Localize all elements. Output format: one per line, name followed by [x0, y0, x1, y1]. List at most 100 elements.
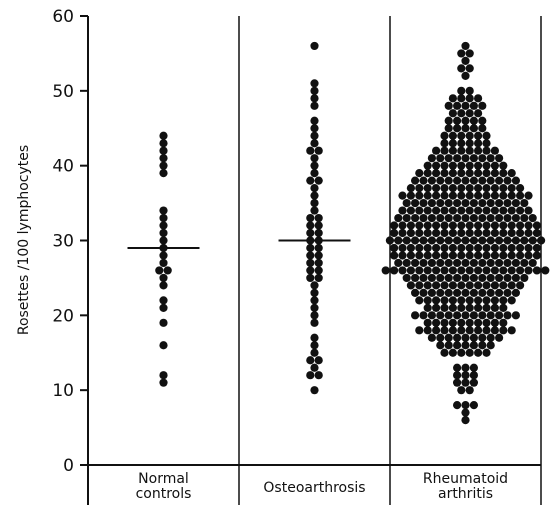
data-point	[448, 303, 457, 312]
data-point	[465, 146, 474, 155]
data-point	[503, 311, 512, 320]
data-point	[457, 243, 466, 253]
data-point	[474, 206, 483, 215]
data-point	[423, 221, 432, 230]
data-point	[482, 243, 491, 253]
data-point	[306, 258, 315, 268]
data-point	[415, 243, 424, 253]
data-point	[528, 213, 537, 223]
group-label: Normal	[138, 471, 189, 487]
data-point	[490, 266, 499, 275]
data-point	[469, 198, 478, 208]
data-point	[503, 176, 512, 185]
data-point	[423, 266, 432, 275]
data-point	[482, 206, 491, 215]
data-point	[457, 86, 466, 95]
data-point	[507, 228, 516, 238]
data-point	[486, 288, 495, 297]
data-point	[310, 288, 319, 297]
data-point	[478, 311, 487, 320]
data-point	[398, 251, 407, 260]
data-point	[465, 296, 474, 305]
data-point	[482, 296, 491, 305]
data-point	[159, 318, 168, 327]
data-point	[465, 386, 474, 395]
data-point	[482, 161, 491, 170]
data-point	[499, 326, 508, 335]
data-point	[478, 288, 487, 297]
data-point	[427, 311, 436, 320]
data-point	[482, 191, 491, 200]
data-point	[524, 243, 533, 253]
y-tick-label: 20	[52, 306, 74, 326]
data-point	[415, 206, 424, 215]
data-point	[310, 311, 319, 320]
data-point	[436, 288, 445, 297]
data-point	[490, 161, 499, 170]
data-point	[419, 176, 428, 185]
data-point	[419, 198, 428, 208]
data-point	[453, 198, 462, 208]
data-point	[440, 243, 449, 253]
data-point	[440, 281, 449, 290]
data-point	[474, 169, 483, 178]
data-point	[310, 94, 319, 103]
data-point	[507, 184, 516, 193]
data-point	[478, 124, 487, 133]
data-point	[419, 213, 428, 223]
data-point	[440, 184, 449, 193]
data-point	[314, 356, 323, 365]
data-point	[469, 124, 478, 133]
data-point	[411, 198, 420, 208]
data-point	[532, 251, 542, 260]
data-point	[448, 146, 457, 155]
data-point	[448, 251, 457, 260]
data-point	[478, 213, 487, 223]
data-point	[486, 311, 495, 320]
data-point	[499, 169, 508, 178]
data-point	[457, 94, 466, 103]
data-point	[486, 176, 495, 185]
data-point	[427, 288, 436, 297]
data-point	[532, 221, 542, 230]
data-point	[461, 341, 470, 350]
data-point	[457, 109, 466, 118]
data-point	[482, 266, 491, 275]
data-point	[385, 236, 394, 245]
data-point	[465, 318, 474, 327]
data-point	[478, 341, 487, 350]
data-point	[436, 258, 445, 268]
data-point	[516, 243, 525, 253]
data-point	[465, 86, 474, 95]
data-point	[482, 281, 491, 290]
data-point	[159, 258, 168, 268]
data-point	[453, 341, 462, 350]
data-point	[423, 184, 432, 193]
data-point	[306, 213, 315, 223]
data-point	[411, 258, 420, 268]
data-point	[520, 258, 529, 268]
data-point	[532, 228, 542, 238]
data-point	[520, 198, 529, 208]
data-point	[448, 243, 457, 253]
data-point	[432, 251, 441, 260]
data-point	[310, 124, 319, 133]
data-point	[415, 228, 424, 238]
data-point	[457, 228, 466, 238]
data-point	[469, 176, 478, 185]
data-point	[159, 273, 168, 283]
data-point	[314, 213, 323, 223]
data-point	[524, 191, 533, 200]
data-point	[461, 378, 470, 387]
data-point	[457, 318, 466, 327]
data-point	[415, 266, 424, 275]
data-point	[448, 318, 457, 327]
data-point	[432, 326, 441, 335]
data-point	[482, 169, 491, 178]
data-point	[474, 109, 483, 118]
data-point	[478, 198, 487, 208]
data-point	[440, 326, 449, 335]
data-point	[461, 71, 470, 80]
data-point	[465, 184, 474, 193]
data-point	[432, 146, 441, 155]
